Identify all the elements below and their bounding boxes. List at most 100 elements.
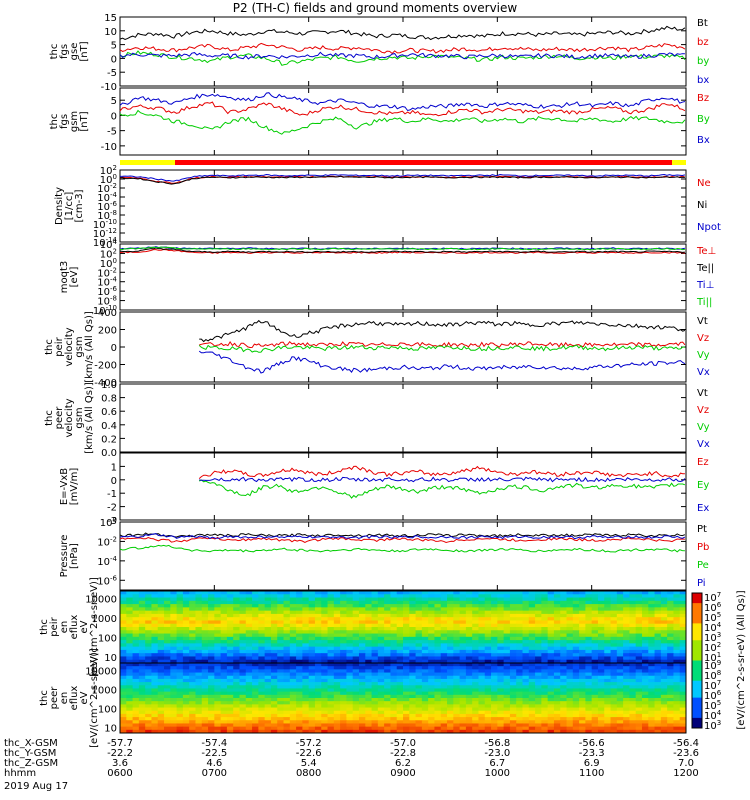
spectrogram-cell [453, 620, 461, 625]
spectrogram-cell [120, 678, 127, 683]
spectrogram-cell [170, 723, 178, 728]
spectrogram-cell [145, 694, 152, 699]
spectrogram-cell [572, 630, 580, 635]
spectrogram-cell [679, 636, 687, 641]
spectrogram-cell [182, 726, 190, 731]
spectrogram-cell [660, 682, 668, 686]
spectrogram-cell [277, 649, 285, 654]
spectrogram-cell [214, 729, 222, 734]
spectrogram-cell [126, 594, 134, 599]
spectrogram-cell [465, 613, 473, 618]
spectrogram-cell [528, 613, 536, 618]
spectrogram-cell [314, 633, 322, 638]
spectrogram-cell [333, 710, 341, 715]
spectrogram-cell [673, 610, 681, 615]
spectrogram-cell [233, 633, 240, 638]
spectrogram-cell [220, 666, 228, 670]
spectrogram-cell [296, 646, 303, 651]
spectrogram-cell [503, 723, 511, 728]
spectrogram-cell [572, 640, 580, 644]
spectrogram-cell [484, 640, 492, 644]
spectrogram-cell [509, 678, 517, 683]
spectrogram-cell [610, 646, 618, 651]
spectrogram-cell [377, 636, 385, 641]
spectrogram-cell [151, 682, 159, 686]
spectrogram-cell [528, 607, 536, 612]
spectrogram-cell [679, 659, 687, 664]
spectrogram-cell [132, 659, 140, 664]
spectrogram-cell [654, 723, 662, 728]
spectrogram-cell [390, 663, 398, 667]
spectrogram-cell [120, 613, 127, 618]
spectrogram-cell [604, 698, 612, 702]
spectrogram-cell [377, 617, 385, 621]
spectrogram-cell [170, 688, 178, 693]
spectrogram-cell [503, 646, 511, 651]
y-axis-label: peir [49, 616, 60, 636]
spectrogram-cell [421, 600, 429, 605]
spectrogram-cell [189, 675, 196, 680]
spectrogram-cell [314, 646, 322, 651]
spectrogram-cell [535, 613, 542, 618]
spectrogram-cell [258, 630, 266, 635]
spectrogram-cell [365, 620, 373, 625]
spectrogram-cell [321, 675, 329, 680]
spectrogram-cell [629, 729, 637, 734]
spectrogram-cell [308, 600, 316, 605]
spectrogram-cell [352, 594, 360, 599]
spectrogram-cell [252, 630, 259, 635]
y-tick-label: 102 [100, 247, 117, 260]
spectrogram-cell [189, 685, 196, 689]
spectrogram-cell [289, 653, 297, 657]
spectrogram-cell [365, 694, 373, 699]
spectrogram-cell [245, 723, 253, 728]
spectrogram-cell [258, 694, 266, 699]
spectrogram-cell [120, 630, 127, 635]
spectrogram-cell [623, 594, 630, 599]
spectrogram-cell [572, 682, 580, 686]
spectrogram-cell [396, 698, 404, 702]
spectrogram-cell [151, 710, 159, 715]
spectrogram-cell [233, 623, 240, 628]
spectrogram-cell [201, 717, 209, 721]
spectrogram-cell [447, 710, 454, 715]
spectrogram-cell [491, 669, 498, 674]
spectrogram-cell [566, 678, 574, 683]
spectrogram-cell [522, 636, 530, 641]
spectrogram-cell [384, 675, 391, 680]
spectrogram-cell [509, 663, 517, 667]
spectrogram-cell [465, 688, 473, 693]
spectrogram-cell [528, 688, 536, 693]
series-line-Pi [119, 533, 686, 540]
spectrogram-cell [182, 675, 190, 680]
spectrogram-cell [321, 627, 329, 631]
spectrogram-cell [591, 669, 599, 674]
spectrogram-cell [641, 675, 649, 680]
spectrogram-cell [465, 620, 473, 625]
spectrogram-cell [396, 717, 404, 721]
spectrogram-cell [283, 675, 291, 680]
spectrogram-cell [390, 591, 398, 595]
spectrogram-cell [440, 701, 448, 705]
spectrogram-cell [597, 666, 605, 670]
spectrogram-cell [421, 717, 429, 721]
spectrogram-cell [459, 659, 467, 664]
spectrogram-cell [132, 729, 140, 734]
spectrogram-cell [679, 633, 687, 638]
spectrogram-cell [409, 636, 417, 641]
spectrogram-cell [453, 701, 461, 705]
spectrogram-cell [258, 643, 266, 648]
colorbar-segment [692, 616, 702, 621]
spectrogram-cell [145, 604, 152, 608]
spectrogram-cell [164, 713, 171, 718]
spectrogram-cell [465, 656, 473, 661]
spectrogram-cell [572, 636, 580, 641]
spectrogram-cell [415, 607, 423, 612]
spectrogram-cell [151, 678, 159, 683]
spectrogram-cell [472, 675, 479, 680]
spectrogram-cell [648, 643, 656, 648]
spectrogram-cell [623, 620, 630, 625]
spectrogram-cell [226, 691, 234, 696]
spectrogram-cell [503, 607, 511, 612]
spectrogram-cell [340, 630, 347, 635]
